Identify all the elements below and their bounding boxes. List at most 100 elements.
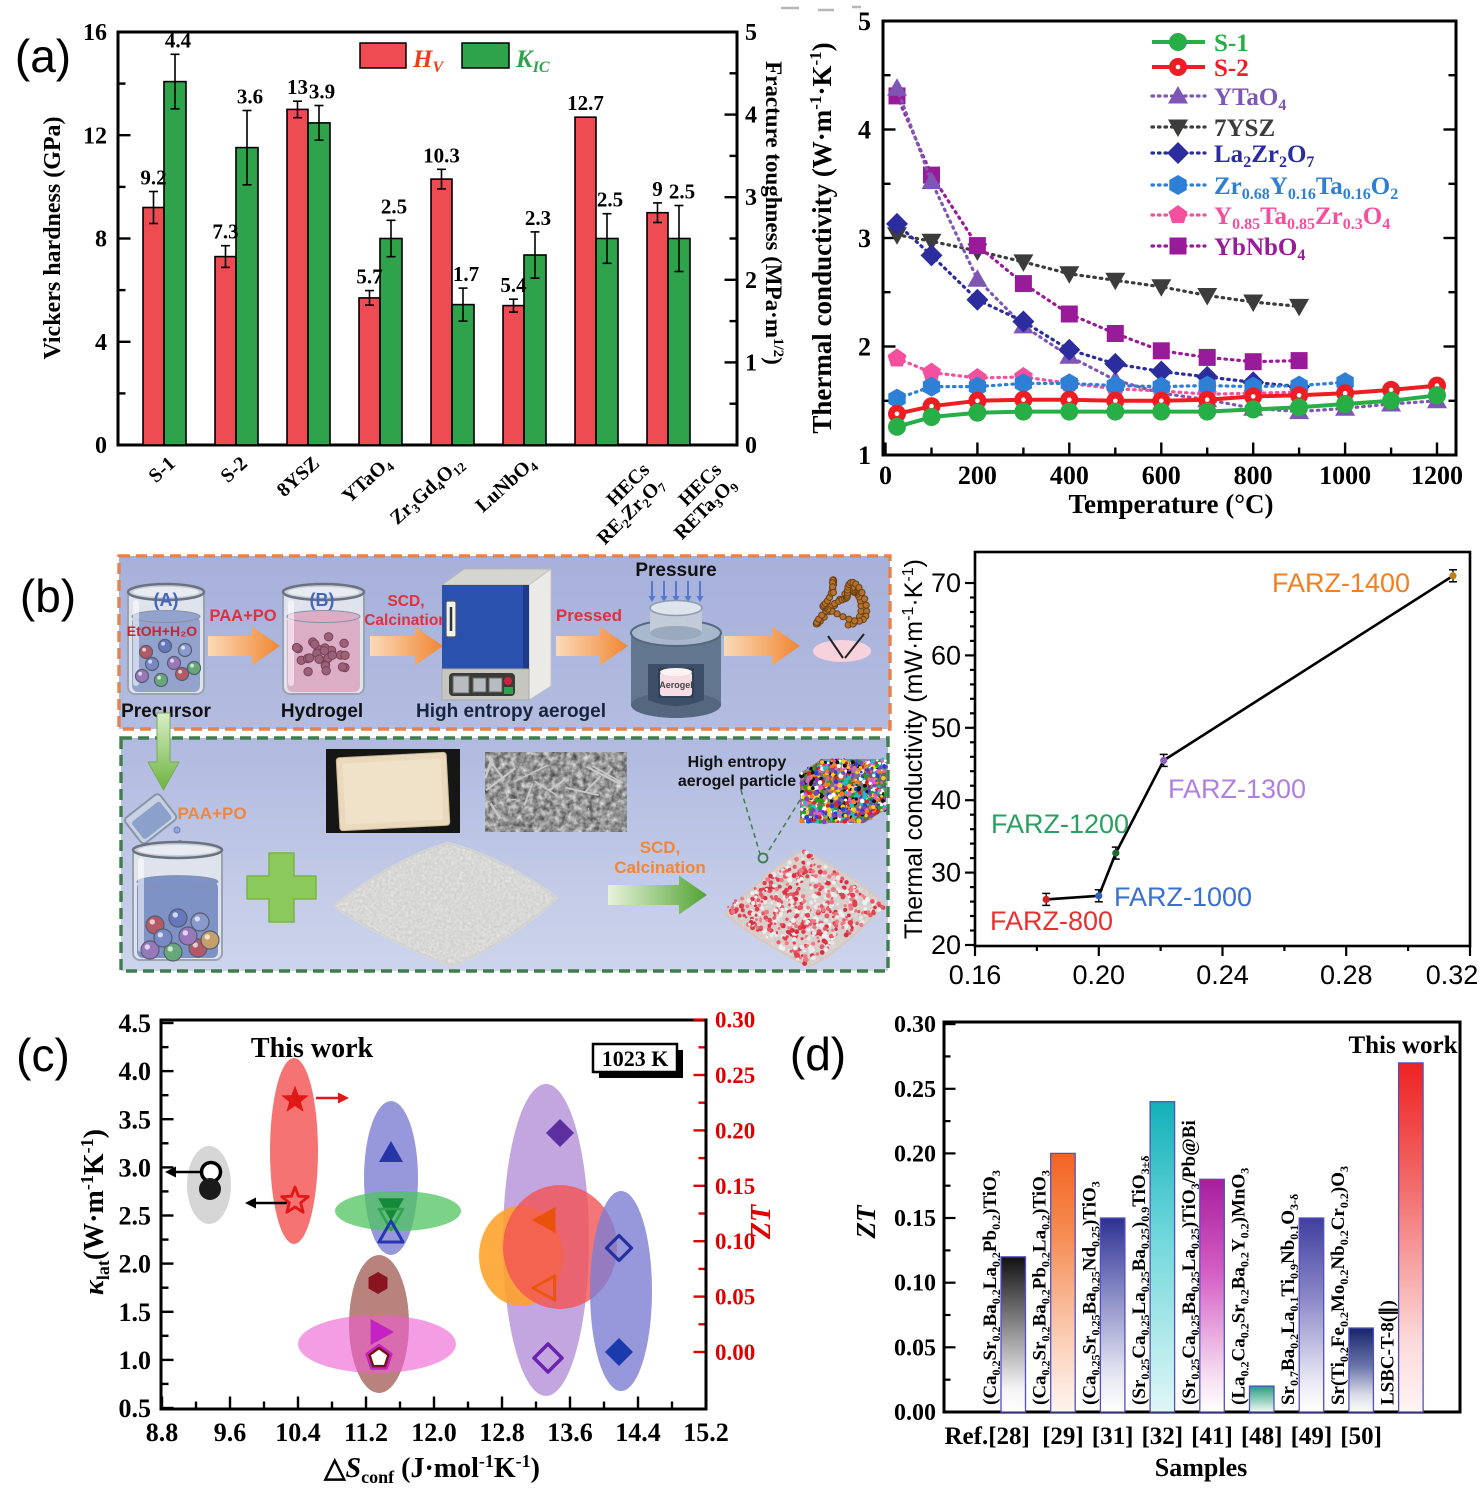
svg-text:Thermal conductivity (W·m-1·K-: Thermal conductivity (W·m-1·K-1) [806, 42, 837, 433]
svg-text:10.4: 10.4 [275, 1418, 321, 1447]
svg-text:LSBC-T-8(∥): LSBC-T-8(∥) [1378, 1300, 1399, 1405]
svg-text:Pressed: Pressed [556, 606, 622, 625]
svg-text:0.25: 0.25 [894, 1077, 936, 1103]
svg-text:8YSZ: 8YSZ [273, 452, 324, 501]
svg-text:S-1: S-1 [144, 452, 179, 487]
svg-text:50: 50 [931, 713, 961, 743]
svg-text:8: 8 [95, 227, 107, 253]
svg-text:0.10: 0.10 [715, 1229, 755, 1254]
svg-text:ZT: ZT [851, 1204, 881, 1239]
svg-text:SCD,: SCD, [640, 838, 681, 857]
svg-text:5: 5 [745, 20, 757, 46]
svg-text:4: 4 [95, 330, 107, 356]
svg-text:400: 400 [1050, 461, 1089, 490]
svg-text:[41]: [41] [1191, 1423, 1233, 1450]
svg-text:1.7: 1.7 [453, 262, 479, 286]
svg-text:FARZ-800: FARZ-800 [990, 906, 1113, 936]
svg-text:5: 5 [858, 7, 871, 36]
svg-text:0.24: 0.24 [1196, 960, 1249, 990]
svg-text:Thermal conductivity (mW·m-1·K: Thermal conductivity (mW·m-1·K-1) [900, 559, 928, 939]
svg-text:(Ca0.2Sr0.2Ba0.2Pb0.2La0.2)TiO: (Ca0.2Sr0.2Ba0.2Pb0.2La0.2)TiO3 [1030, 1170, 1053, 1405]
svg-text:14.4: 14.4 [615, 1418, 661, 1447]
svg-text:0.5: 0.5 [119, 1394, 152, 1423]
svg-text:12.7: 12.7 [567, 91, 604, 115]
svg-text:Zr3Gd4O12: Zr3Gd4O12 [386, 452, 469, 530]
svg-text:0.05: 0.05 [715, 1285, 755, 1310]
svg-text:3: 3 [858, 224, 871, 253]
svg-text:(La0.2Ca0.2Sr0.2Ba0.2Y0.2)MnO3: (La0.2Ca0.2Sr0.2Ba0.2Y0.2)MnO3 [1229, 1168, 1252, 1405]
svg-text:4: 4 [745, 103, 757, 129]
svg-text:FARZ-1400: FARZ-1400 [1272, 568, 1410, 598]
svg-text:[49]: [49] [1291, 1423, 1333, 1450]
svg-text:0.28: 0.28 [1320, 960, 1373, 990]
svg-text:0.30: 0.30 [894, 1012, 936, 1038]
svg-text:3.0: 3.0 [119, 1153, 152, 1182]
svg-text:[48]: [48] [1241, 1423, 1283, 1450]
svg-text:4.0: 4.0 [119, 1057, 152, 1086]
svg-text:40: 40 [931, 785, 961, 815]
svg-text:13.6: 13.6 [547, 1418, 593, 1447]
svg-text:PAA+PO: PAA+PO [209, 607, 276, 625]
svg-text:(Ca0.2Sr0.2Ba0.2La0.2Pb0.2)TiO: (Ca0.2Sr0.2Ba0.2La0.2Pb0.2)TiO3 [980, 1170, 1003, 1405]
svg-text:Y0.85Ta0.85Zr0.3O4: Y0.85Ta0.85Zr0.3O4 [1214, 203, 1390, 233]
svg-text:0.05: 0.05 [894, 1335, 936, 1361]
svg-text:[29]: [29] [1042, 1423, 1084, 1450]
svg-text:0.00: 0.00 [715, 1340, 755, 1365]
svg-text:This work: This work [251, 1033, 374, 1064]
svg-text:12.8: 12.8 [479, 1418, 525, 1447]
svg-text:This work: This work [1348, 1032, 1457, 1059]
svg-text:Hydrogel: Hydrogel [281, 701, 363, 722]
svg-text:0.10: 0.10 [894, 1271, 936, 1297]
svg-text:[50]: [50] [1340, 1423, 1382, 1450]
svg-text:2.5: 2.5 [119, 1202, 152, 1231]
svg-text:0: 0 [745, 433, 757, 459]
svg-text:4: 4 [858, 116, 871, 145]
svg-text:High entropy: High entropy [688, 754, 787, 771]
svg-text:2.3: 2.3 [525, 206, 551, 230]
svg-text:△Sconf (J·mol-1K-1): △Sconf (J·mol-1K-1) [323, 1451, 540, 1487]
svg-text:Calcination: Calcination [364, 612, 448, 629]
svg-text:κlat(W·m-1K-1): κlat(W·m-1K-1) [77, 1129, 113, 1295]
svg-text:1000: 1000 [1319, 461, 1371, 490]
svg-text:600: 600 [1142, 461, 1181, 490]
svg-text:9: 9 [652, 177, 663, 201]
svg-text:FARZ-1200: FARZ-1200 [991, 809, 1129, 839]
svg-text:3.9: 3.9 [309, 80, 335, 104]
svg-text:200: 200 [958, 461, 997, 490]
svg-text:9.2: 9.2 [140, 166, 166, 190]
svg-text:70: 70 [931, 568, 961, 598]
svg-text:3: 3 [745, 185, 757, 211]
svg-text:3.6: 3.6 [237, 84, 263, 108]
svg-text:0.15: 0.15 [715, 1174, 755, 1199]
svg-text:12: 12 [83, 123, 107, 149]
svg-text:0: 0 [95, 433, 107, 459]
svg-text:Zr0.68Y0.16Ta0.16O2: Zr0.68Y0.16Ta0.16O2 [1214, 173, 1398, 203]
svg-text:Sr(Ti0.2Fe0.2Mo0.2Nb0.2Cr0.2)O: Sr(Ti0.2Fe0.2Mo0.2Nb0.2Cr0.2)O3 [1328, 1166, 1351, 1405]
svg-text:La2Zr2O7: La2Zr2O7 [1214, 141, 1314, 171]
svg-text:16: 16 [83, 20, 107, 46]
svg-text:Fracture toughness (MPa·m1/2): Fracture toughness (MPa·m1/2) [761, 61, 786, 365]
svg-text:1200: 1200 [1411, 461, 1463, 490]
svg-text:1.0: 1.0 [119, 1346, 152, 1375]
svg-text:7YSZ: 7YSZ [1214, 115, 1275, 142]
svg-text:(c): (c) [16, 1029, 70, 1081]
svg-text:YTaO4: YTaO4 [1214, 84, 1286, 114]
svg-text:0.20: 0.20 [894, 1141, 936, 1167]
svg-text:Calcination: Calcination [614, 858, 706, 877]
svg-text:S-2: S-2 [1214, 55, 1249, 82]
svg-text:12.0: 12.0 [411, 1418, 457, 1447]
svg-text:Samples: Samples [1155, 1453, 1247, 1482]
svg-text:Temperature (°C): Temperature (°C) [1068, 489, 1273, 519]
svg-text:13: 13 [287, 75, 308, 99]
svg-text:[32]: [32] [1141, 1423, 1183, 1450]
svg-text:(A): (A) [154, 590, 179, 610]
svg-text:(Sr0.25Ca0.25Ba0.25La0.25)TiO3: (Sr0.25Ca0.25Ba0.25La0.25)TiO3/Pb@Bi [1179, 1120, 1202, 1405]
svg-text:4.4: 4.4 [165, 28, 192, 52]
svg-text:5.4: 5.4 [500, 273, 527, 297]
svg-text:Ref.[28]: Ref.[28] [945, 1423, 1030, 1450]
svg-text:Sr0.7Ba0.2La0.1Ti0.9Nb0.1O3-δ: Sr0.7Ba0.2La0.1Ti0.9Nb0.1O3-δ [1278, 1194, 1301, 1405]
svg-text:9.6: 9.6 [214, 1418, 247, 1447]
svg-text:0.20: 0.20 [1072, 960, 1125, 990]
svg-text:60: 60 [931, 640, 961, 670]
svg-text:(Sr0.25Ca0.25La0.25Ba0.25)0.9T: (Sr0.25Ca0.25La0.25Ba0.25)0.9TiO3±δ [1129, 1156, 1152, 1405]
